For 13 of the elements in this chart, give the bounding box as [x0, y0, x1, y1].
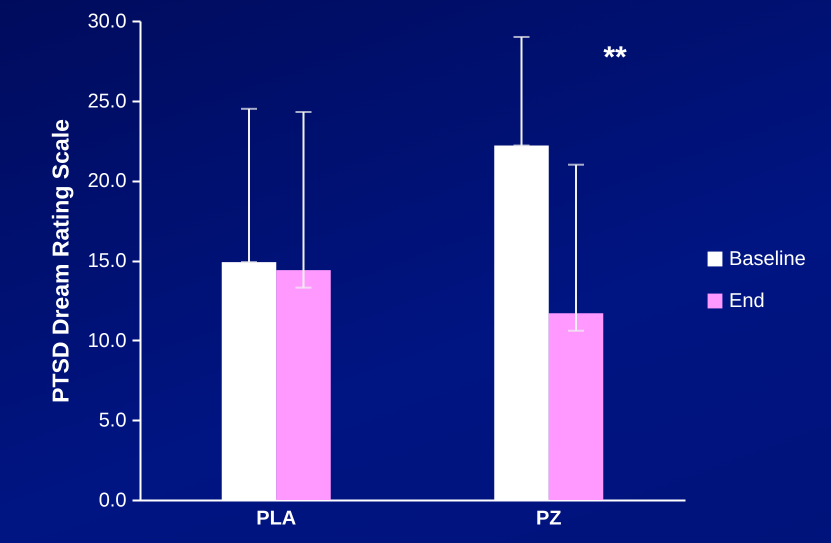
legend-label: End: [729, 290, 765, 312]
y-tick-label: 15.0: [88, 250, 126, 272]
y-tick-label: 5.0: [98, 410, 126, 432]
annotation: **: [603, 41, 627, 74]
legend-label: Baseline: [729, 248, 806, 270]
y-tick-label: 25.0: [88, 90, 126, 112]
y-tick-label: 30.0: [88, 10, 126, 32]
y-tick-label: 20.0: [88, 170, 126, 192]
y-axis-title: PTSD Dream Rating Scale: [48, 119, 74, 403]
x-tick-label: PLA: [256, 508, 296, 530]
x-tick-label: PZ: [536, 508, 562, 530]
y-tick-label: 0.0: [98, 490, 126, 512]
y-tick-label: 10.0: [88, 330, 126, 352]
